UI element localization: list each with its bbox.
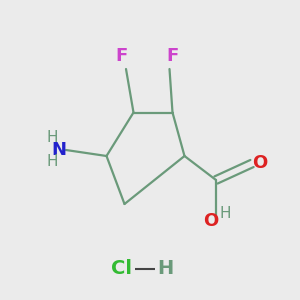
Text: H: H <box>220 206 231 220</box>
Text: H: H <box>47 130 58 146</box>
Text: H: H <box>47 154 58 169</box>
Text: Cl: Cl <box>111 259 132 278</box>
Text: F: F <box>116 46 128 64</box>
Text: O: O <box>252 154 267 172</box>
Text: N: N <box>51 141 66 159</box>
Text: F: F <box>167 46 178 64</box>
Text: H: H <box>157 259 173 278</box>
Text: O: O <box>203 212 218 230</box>
